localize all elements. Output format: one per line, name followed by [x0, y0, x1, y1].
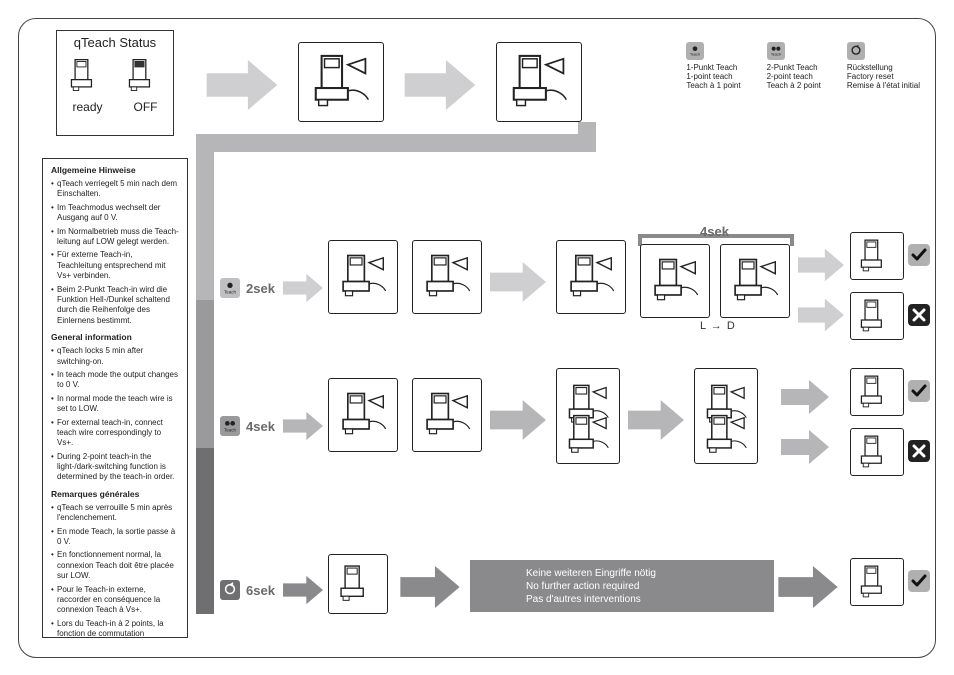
legend-1pt: 1-Punkt Teach 1-point teach Teach à 1 po… — [686, 42, 740, 90]
info-de-title: Allgemeine Hinweise — [51, 165, 179, 176]
info-item: During 2-point teach-in the light-/dark-… — [51, 452, 179, 483]
reset-icon — [847, 42, 865, 60]
scene — [412, 240, 482, 314]
info-item: qTeach locks 5 min after switching-on. — [51, 346, 179, 367]
arrow — [490, 262, 546, 302]
reset-badge-icon — [220, 580, 240, 600]
info-item: In normal mode the teach wire is set to … — [51, 394, 179, 415]
arrow — [394, 566, 466, 608]
step-4sek: 4sek — [220, 416, 275, 436]
legend-text: 2-point teach — [767, 72, 821, 81]
info-item: Beim 2-Punkt Teach-in wird die Funktion … — [51, 285, 179, 327]
sensor-step — [298, 42, 384, 122]
scene — [328, 378, 398, 452]
scene-tall — [556, 368, 620, 464]
result-scene — [850, 558, 904, 606]
arrow — [798, 248, 844, 282]
info-en-list: qTeach locks 5 min after switching-on. I… — [51, 346, 179, 483]
info-item: En mode Teach, la sortie passe à 0 V. — [51, 527, 179, 548]
step-bar-mid — [196, 300, 216, 614]
result-check — [908, 380, 930, 402]
arrow — [490, 400, 546, 440]
step-6sek: 6sek — [220, 580, 275, 600]
arrow — [283, 570, 323, 610]
info-item: Im Teachmodus wechselt der Ausgang auf 0… — [51, 203, 179, 224]
noaction-bar: Keine weiteren Eingriffe nötig No furthe… — [470, 560, 774, 612]
info-fr-list: qTeach se verrouille 5 min après l'encle… — [51, 503, 179, 638]
scene — [640, 244, 710, 318]
step-2sek: 2sek — [220, 278, 275, 298]
arrow — [398, 60, 482, 110]
arrow — [766, 430, 844, 464]
result-check — [908, 570, 930, 592]
noaction-de: Keine weiteren Eingriffe nötig — [526, 567, 774, 580]
scene — [720, 244, 790, 318]
arrow — [283, 268, 323, 308]
arrow — [772, 566, 844, 608]
status-labels: ready OFF — [57, 100, 173, 114]
legend-text: 2-Punkt Teach — [767, 63, 821, 72]
arrow — [200, 60, 284, 110]
scene — [328, 554, 388, 614]
legend-text: 1-point teach — [686, 72, 740, 81]
off-label: OFF — [134, 100, 158, 114]
scene — [328, 240, 398, 314]
arrow — [283, 406, 323, 446]
teach2-icon — [767, 42, 785, 60]
result-scene — [850, 232, 904, 280]
sensor-ready-icon — [66, 54, 106, 98]
result-scene — [850, 368, 904, 416]
result-scene — [850, 428, 904, 476]
status-icons — [57, 54, 173, 98]
legend-reset: Rückstellung Factory reset Remise à l'ét… — [847, 42, 920, 90]
info-fr-title: Remarques générales — [51, 489, 179, 500]
ready-label: ready — [72, 100, 102, 114]
arrow — [628, 400, 684, 440]
info-item: In teach mode the output changes to 0 V. — [51, 370, 179, 391]
step-4sek-label: 4sek — [246, 419, 275, 434]
info-item: qTeach se verrouille 5 min après l'encle… — [51, 503, 179, 524]
noaction-fr: Pas d'autres interventions — [526, 593, 774, 606]
legend-text: Remise à l'état initial — [847, 81, 920, 90]
step-6sek-label: 6sek — [246, 583, 275, 598]
row-top-4sek-label: 4sek — [700, 224, 729, 239]
info-panel: Allgemeine Hinweise qTeach verriegelt 5 … — [42, 158, 188, 638]
step-2sek-label: 2sek — [246, 281, 275, 296]
status-title: qTeach Status — [57, 31, 173, 50]
info-item: Für externe Teach-in, Teachleitung entsp… — [51, 250, 179, 281]
result-scene — [850, 292, 904, 340]
info-item: Lors du Teach-in à 2 points, la fonction… — [51, 619, 179, 638]
result-x — [908, 440, 930, 462]
legend-text: Teach à 1 point — [686, 81, 740, 90]
legend-text: Factory reset — [847, 72, 920, 81]
info-item: En fonctionnement normal, la connexion T… — [51, 550, 179, 581]
scene-tall — [694, 368, 758, 464]
teach2-badge-icon — [220, 416, 240, 436]
legend-text: 1-Punkt Teach — [686, 63, 740, 72]
legend-text: Rückstellung — [847, 63, 920, 72]
result-x — [908, 304, 930, 326]
sensor-off-icon — [124, 54, 164, 98]
result-check — [908, 244, 930, 266]
connector — [196, 122, 616, 228]
arrow — [798, 298, 844, 332]
arrow — [766, 380, 844, 414]
noaction-en: No further action required — [526, 580, 774, 593]
info-item: Pour le Teach-in externe, raccorder en c… — [51, 585, 179, 616]
sensor-step — [496, 42, 582, 122]
info-en-title: General information — [51, 332, 179, 343]
info-item: qTeach verriegelt 5 min nach dem Einscha… — [51, 179, 179, 200]
info-item: For external teach-in, connect teach wir… — [51, 418, 179, 449]
ld-label: L → D — [700, 320, 736, 332]
qteach-status-box: qTeach Status ready OFF — [56, 30, 174, 136]
legend: 1-Punkt Teach 1-point teach Teach à 1 po… — [686, 42, 920, 90]
scene — [412, 378, 482, 452]
legend-2pt: 2-Punkt Teach 2-point teach Teach à 2 po… — [767, 42, 821, 90]
scene — [556, 240, 626, 314]
legend-text: Teach à 2 point — [767, 81, 821, 90]
info-de-list: qTeach verriegelt 5 min nach dem Einscha… — [51, 179, 179, 326]
info-item: Im Normalbetrieb muss die Teach-leitung … — [51, 227, 179, 248]
teach1-badge-icon — [220, 278, 240, 298]
teach1-icon — [686, 42, 704, 60]
